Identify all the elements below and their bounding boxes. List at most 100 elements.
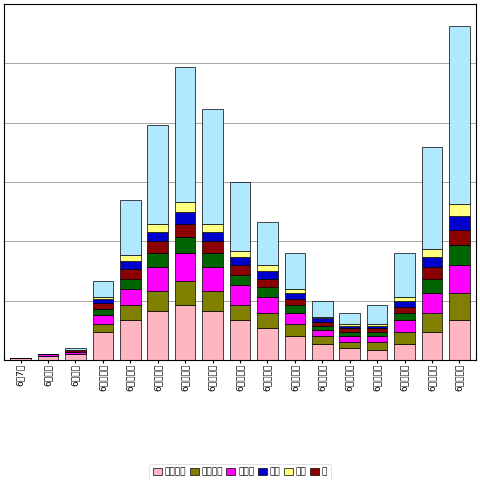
Bar (202, 241, 223, 253)
Bar (367, 332, 387, 336)
Bar (285, 336, 305, 360)
Bar (147, 267, 168, 291)
Bar (175, 305, 195, 360)
Bar (175, 281, 195, 305)
Bar (367, 350, 387, 360)
Bar (120, 261, 141, 269)
Bar (147, 224, 168, 231)
Bar (257, 328, 278, 360)
Bar (230, 321, 250, 360)
Bar (93, 299, 113, 303)
Bar (120, 321, 141, 360)
Bar (65, 352, 86, 354)
Bar (230, 275, 250, 285)
Bar (202, 109, 223, 224)
Bar (202, 267, 223, 291)
Bar (11, 358, 31, 360)
Bar (230, 257, 250, 265)
Bar (147, 125, 168, 224)
Bar (367, 326, 387, 328)
Bar (230, 285, 250, 305)
Bar (120, 255, 141, 261)
Bar (257, 265, 278, 271)
Bar (202, 311, 223, 360)
Bar (285, 293, 305, 299)
Bar (394, 307, 415, 312)
Bar (120, 289, 141, 305)
Bar (367, 324, 387, 326)
Bar (65, 348, 86, 350)
Bar (120, 279, 141, 289)
Bar (339, 326, 360, 328)
Bar (394, 312, 415, 321)
Legend: ブラジル, ベトナム, トルコ, 米国, 中国, ・: ブラジル, ベトナム, トルコ, 米国, 中国, ・ (149, 464, 331, 480)
Bar (65, 350, 86, 352)
Bar (175, 238, 195, 253)
Bar (257, 312, 278, 328)
Bar (339, 328, 360, 332)
Bar (339, 342, 360, 348)
Bar (175, 67, 195, 202)
Bar (312, 323, 333, 326)
Bar (93, 281, 113, 297)
Bar (93, 332, 113, 360)
Bar (175, 224, 195, 238)
Bar (367, 342, 387, 350)
Bar (93, 314, 113, 324)
Bar (312, 344, 333, 360)
Bar (394, 300, 415, 307)
Bar (394, 253, 415, 297)
Bar (175, 212, 195, 224)
Bar (38, 356, 59, 360)
Bar (202, 253, 223, 267)
Bar (202, 291, 223, 311)
Bar (285, 305, 305, 312)
Bar (339, 348, 360, 360)
Bar (312, 336, 333, 344)
Bar (257, 222, 278, 265)
Bar (257, 271, 278, 279)
Bar (449, 245, 469, 265)
Bar (312, 316, 333, 319)
Bar (93, 303, 113, 309)
Bar (230, 305, 250, 321)
Bar (449, 293, 469, 321)
Bar (120, 305, 141, 321)
Bar (147, 231, 168, 241)
Bar (312, 330, 333, 336)
Bar (147, 291, 168, 311)
Bar (449, 321, 469, 360)
Bar (38, 354, 59, 356)
Bar (147, 311, 168, 360)
Bar (394, 344, 415, 360)
Bar (421, 146, 442, 249)
Bar (285, 253, 305, 289)
Bar (175, 202, 195, 212)
Bar (230, 251, 250, 257)
Bar (120, 200, 141, 255)
Bar (449, 216, 469, 229)
Bar (285, 312, 305, 324)
Bar (257, 279, 278, 287)
Bar (202, 231, 223, 241)
Bar (93, 309, 113, 314)
Bar (93, 324, 113, 332)
Bar (339, 336, 360, 342)
Bar (339, 312, 360, 324)
Bar (449, 229, 469, 245)
Bar (175, 253, 195, 281)
Bar (147, 241, 168, 253)
Bar (285, 299, 305, 305)
Bar (257, 287, 278, 297)
Bar (312, 326, 333, 330)
Bar (367, 328, 387, 332)
Bar (312, 319, 333, 323)
Bar (285, 289, 305, 293)
Bar (120, 269, 141, 279)
Bar (339, 332, 360, 336)
Bar (285, 324, 305, 336)
Bar (421, 279, 442, 293)
Bar (421, 249, 442, 257)
Bar (339, 324, 360, 326)
Bar (449, 26, 469, 204)
